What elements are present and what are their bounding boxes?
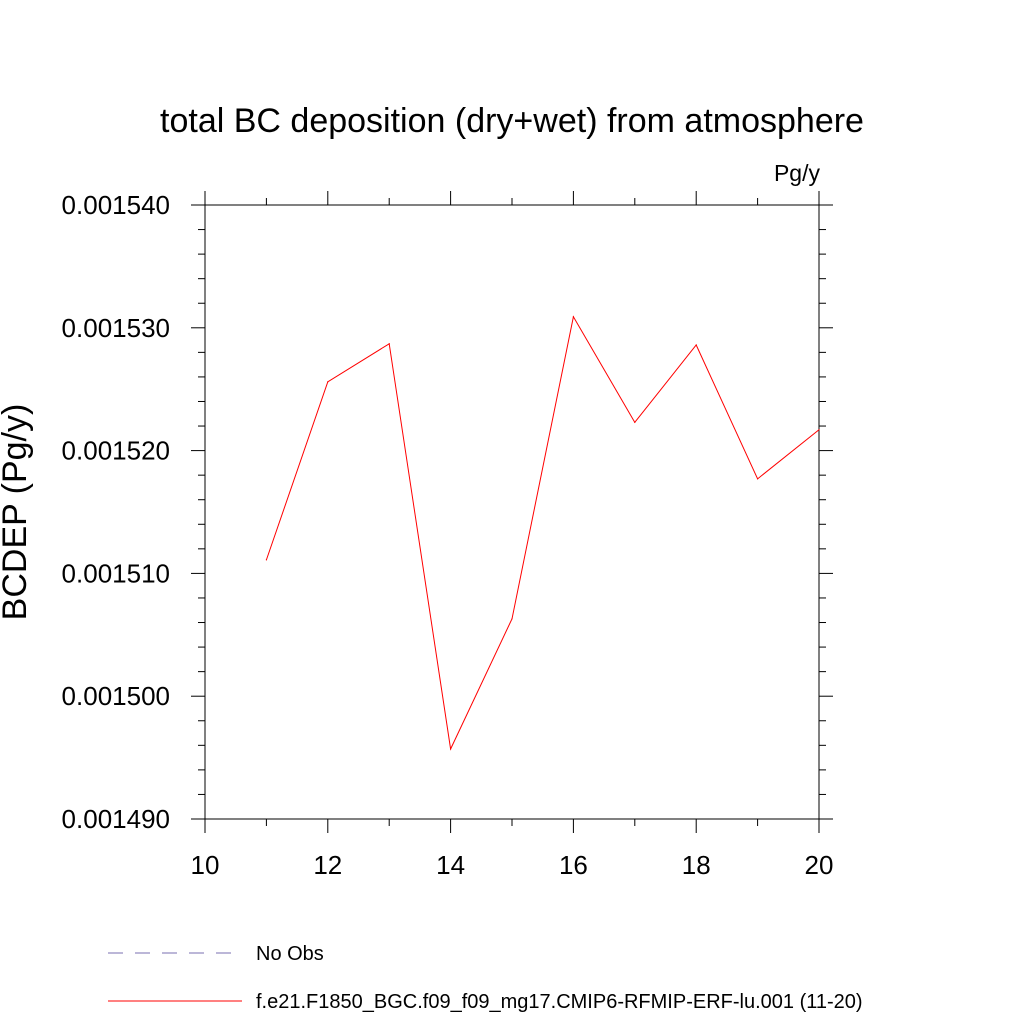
legend-label-no-obs: No Obs [256,943,324,965]
x-tick-label-3: 16 [559,850,588,880]
data-point-0-9 [818,429,820,431]
y-tick-label-0: 0.001490 [62,804,170,834]
y-tick-label-2: 0.001510 [62,558,170,588]
plot-frame [204,204,820,820]
data-point-0-7 [695,344,697,346]
x-axis-ticks: 10 12 14 16 18 20 [191,191,834,880]
series-line-0 [265,315,820,751]
data-point-0-6 [634,421,636,423]
y-axis-label: BCDEP (Pg/y) [0,404,34,621]
minor-ticks [198,198,826,826]
y-tick-label-4: 0.001530 [62,313,170,343]
chart-title: total BC deposition (dry+wet) from atmos… [160,102,864,140]
x-tick-label-1: 12 [313,850,342,880]
legend: No Obs f.e21.F1850_BGC.f09_f09_mg17.CMIP… [108,943,863,1013]
data-point-0-4 [511,618,513,620]
data-point-0-3 [450,748,452,750]
x-tick-label-2: 14 [436,850,465,880]
y-tick-label-1: 0.001500 [62,681,170,711]
series-layer [265,315,820,751]
x-tick-label-4: 18 [682,850,711,880]
y-tick-label-3: 0.001520 [62,436,170,466]
y-axis-ticks: 0.001490 0.001500 0.001510 0.001520 0.001530… [62,190,833,834]
x-tick-label-5: 20 [805,850,834,880]
data-point-0-8 [757,478,759,480]
x-tick-label-0: 10 [191,850,220,880]
data-point-0-2 [388,343,390,345]
units-label: Pg/y [774,160,821,186]
legend-label-model-run: f.e21.F1850_BGC.f09_f09_mg17.CMIP6-RFMIP… [256,991,863,1013]
data-point-0-0 [265,559,267,561]
y-tick-label-5: 0.001540 [62,190,170,220]
data-point-0-1 [327,381,329,383]
data-point-0-5 [572,316,575,318]
